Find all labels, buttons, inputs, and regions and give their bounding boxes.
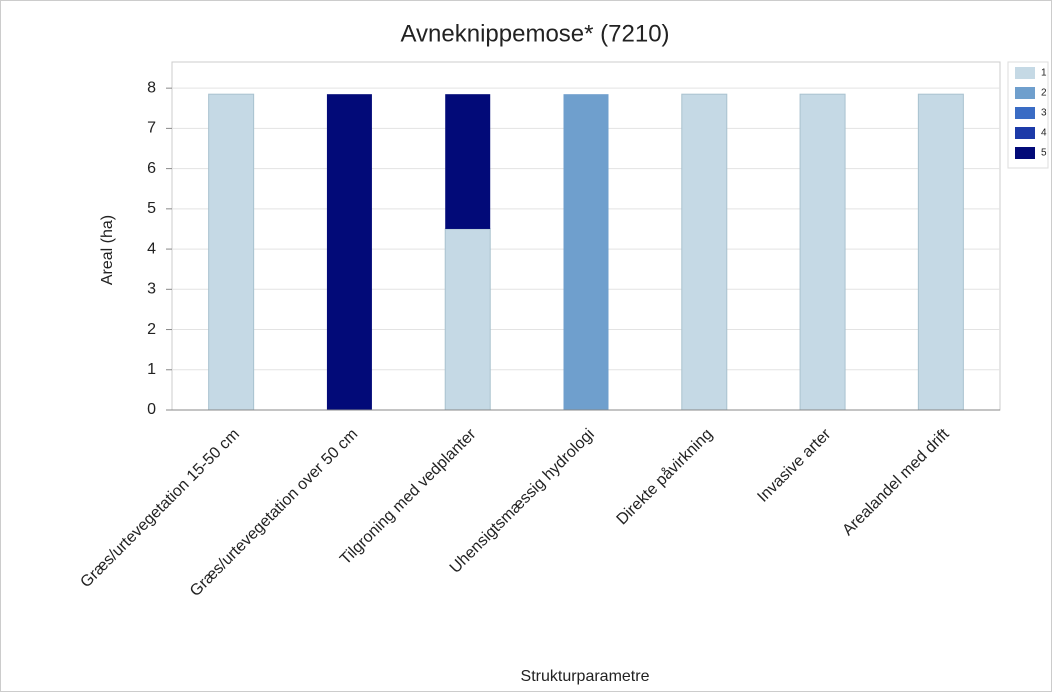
legend-swatch bbox=[1015, 87, 1035, 99]
bar-segment bbox=[563, 94, 609, 411]
bar-segment bbox=[326, 94, 372, 411]
y-tick-label: 6 bbox=[147, 160, 156, 177]
y-tick-label: 3 bbox=[147, 281, 156, 298]
bar-segment bbox=[799, 93, 846, 411]
bar-segment bbox=[681, 93, 728, 411]
bar-segment bbox=[445, 94, 491, 229]
y-tick-label: 2 bbox=[147, 321, 156, 338]
bar-segment bbox=[444, 228, 491, 411]
bar-segment bbox=[917, 93, 964, 411]
y-axis-title: Areal (ha) bbox=[99, 215, 116, 285]
y-tick-label: 7 bbox=[147, 120, 156, 137]
chart-title: Avneknippemose* (7210) bbox=[400, 20, 669, 47]
legend-swatch bbox=[1015, 147, 1035, 159]
bar-segment bbox=[208, 93, 255, 411]
y-tick-label: 5 bbox=[147, 200, 156, 217]
y-tick-label: 4 bbox=[147, 240, 156, 257]
legend-label: 1 bbox=[1041, 68, 1047, 79]
legend-label: 4 bbox=[1041, 128, 1047, 139]
legend-swatch bbox=[1015, 107, 1035, 119]
x-axis-title: Strukturparametre bbox=[521, 668, 650, 685]
y-tick-label: 1 bbox=[147, 361, 156, 378]
legend-label: 3 bbox=[1041, 108, 1047, 119]
legend-swatch bbox=[1015, 67, 1035, 79]
legend-swatch bbox=[1015, 127, 1035, 139]
legend-label: 5 bbox=[1041, 148, 1047, 159]
y-tick-label: 0 bbox=[147, 401, 156, 418]
y-tick-label: 8 bbox=[147, 79, 156, 96]
legend-label: 2 bbox=[1041, 88, 1047, 99]
